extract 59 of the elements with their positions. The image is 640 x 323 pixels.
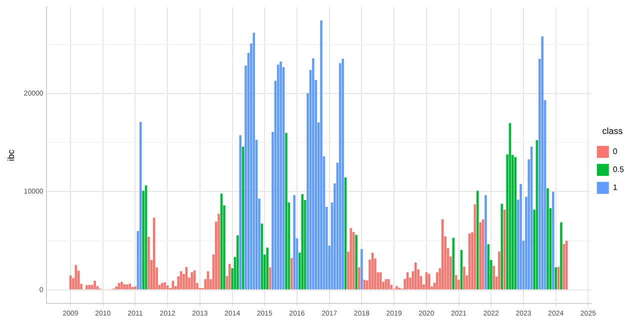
bar	[164, 282, 166, 290]
bar	[414, 262, 417, 290]
bar	[520, 184, 522, 290]
bar	[565, 240, 568, 290]
bar	[479, 222, 482, 290]
legend-title: class	[602, 126, 624, 136]
bar	[252, 32, 256, 290]
bar	[498, 251, 500, 290]
bar	[560, 222, 562, 290]
bar	[276, 64, 280, 290]
bar	[86, 285, 88, 290]
bar	[388, 279, 390, 290]
bar	[293, 195, 296, 290]
bar	[396, 286, 398, 290]
bar	[476, 190, 479, 290]
bar	[428, 274, 430, 290]
legend-label: 1	[612, 183, 618, 192]
bar	[484, 195, 487, 290]
bar	[514, 157, 517, 290]
bar	[139, 122, 142, 290]
legend-label: 0	[612, 147, 618, 156]
bar	[290, 258, 293, 290]
bar	[115, 286, 118, 290]
bar	[552, 192, 554, 290]
bar	[436, 272, 438, 290]
bar	[161, 282, 164, 290]
bar	[312, 58, 314, 290]
bar	[128, 284, 131, 290]
bar	[94, 280, 96, 290]
bar	[546, 188, 549, 290]
bar	[172, 280, 174, 290]
bar	[554, 267, 557, 290]
bar	[342, 58, 344, 290]
bar	[123, 284, 126, 290]
bar	[134, 286, 136, 290]
bar	[239, 135, 242, 290]
bar	[152, 218, 156, 290]
bar	[218, 214, 220, 290]
bar	[285, 132, 288, 290]
bar	[360, 249, 363, 290]
bar	[280, 62, 282, 290]
y-axis-title: ibc	[6, 149, 16, 162]
bar	[266, 248, 268, 290]
bar	[190, 272, 193, 290]
bar	[352, 232, 355, 290]
bar	[120, 282, 123, 290]
bar	[148, 236, 150, 290]
bar	[463, 266, 466, 290]
bar	[126, 284, 128, 290]
bar	[492, 266, 495, 290]
bar	[118, 282, 120, 290]
legend-label: 0.5	[612, 165, 625, 174]
bar	[301, 194, 304, 290]
bar	[452, 238, 455, 290]
bar	[355, 234, 358, 290]
bar	[541, 36, 544, 290]
bar	[384, 279, 388, 290]
bar	[320, 20, 322, 290]
bar	[236, 235, 239, 290]
